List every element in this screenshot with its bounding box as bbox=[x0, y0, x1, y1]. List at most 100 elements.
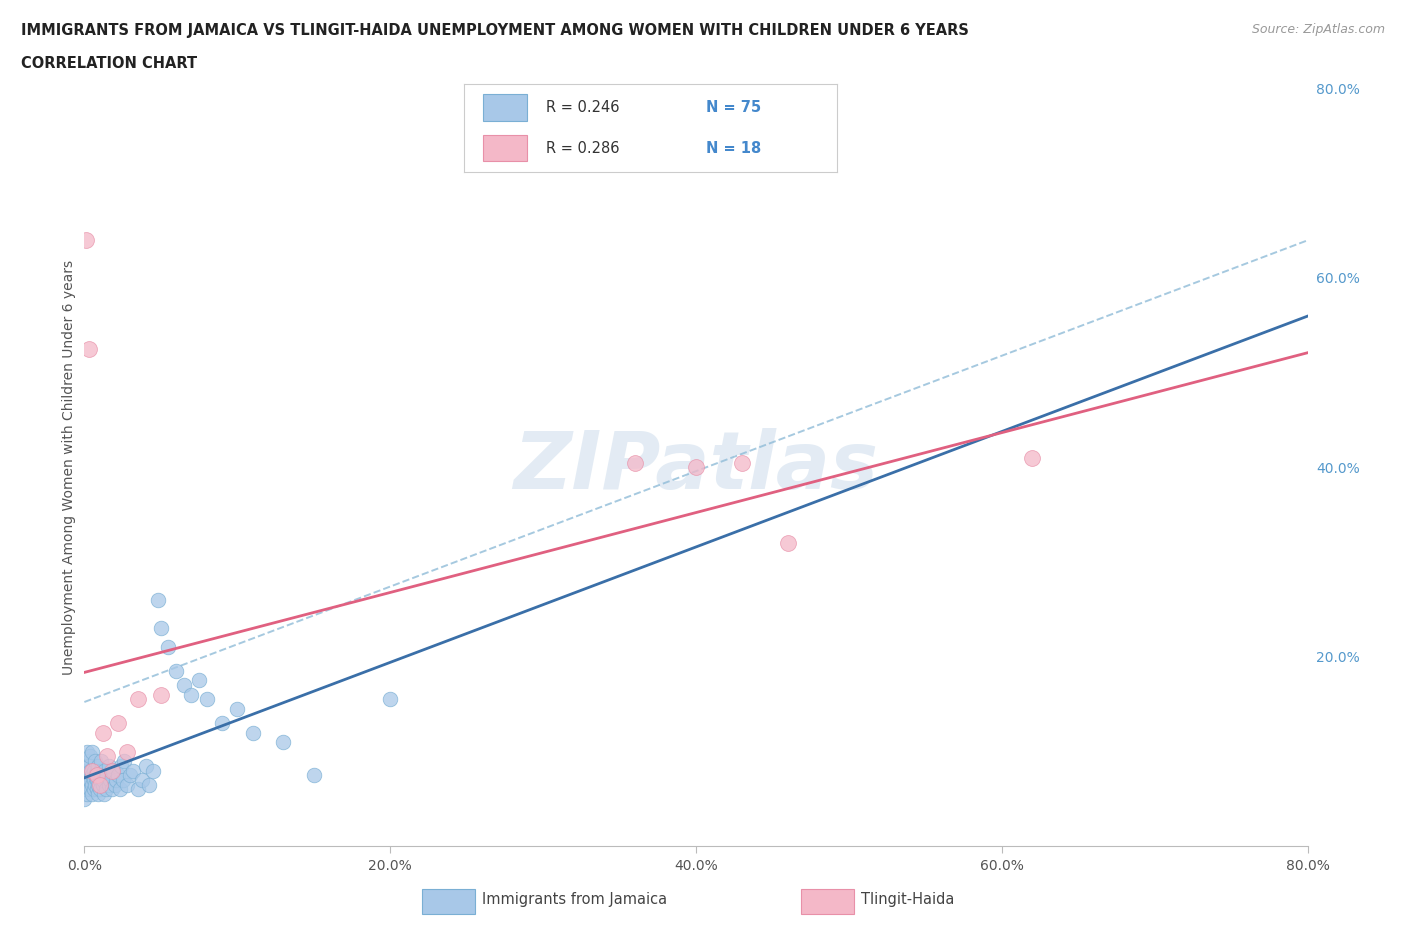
Point bbox=[103, 763, 125, 777]
Point bbox=[87, 758, 110, 773]
Y-axis label: Unemployment Among Women with Children Under 6 years: Unemployment Among Women with Children U… bbox=[62, 259, 76, 675]
Point bbox=[79, 782, 101, 797]
Point bbox=[107, 768, 129, 783]
Point bbox=[91, 773, 114, 788]
Point bbox=[105, 773, 128, 788]
Point bbox=[91, 777, 114, 792]
Point bbox=[79, 773, 101, 788]
Point bbox=[77, 753, 100, 768]
Text: R = 0.286: R = 0.286 bbox=[546, 140, 620, 155]
FancyBboxPatch shape bbox=[482, 135, 527, 162]
Text: N = 18: N = 18 bbox=[706, 140, 762, 155]
Point bbox=[149, 621, 172, 636]
Point bbox=[75, 763, 97, 777]
Text: R = 0.246: R = 0.246 bbox=[546, 100, 620, 115]
Point bbox=[84, 777, 107, 792]
Point bbox=[149, 687, 172, 702]
Point bbox=[108, 782, 131, 797]
Point bbox=[146, 592, 169, 607]
FancyBboxPatch shape bbox=[422, 888, 475, 914]
Point bbox=[90, 768, 112, 783]
Point bbox=[83, 763, 105, 777]
Text: N = 75: N = 75 bbox=[706, 100, 761, 115]
Text: Source: ZipAtlas.com: Source: ZipAtlas.com bbox=[1251, 23, 1385, 36]
Point bbox=[93, 787, 115, 802]
Point bbox=[86, 768, 108, 783]
Point bbox=[89, 763, 111, 777]
Point bbox=[93, 763, 115, 777]
Text: CORRELATION CHART: CORRELATION CHART bbox=[21, 56, 197, 71]
Point bbox=[115, 744, 138, 759]
Point bbox=[112, 753, 135, 768]
Point bbox=[77, 341, 100, 356]
Point bbox=[79, 763, 101, 777]
Point bbox=[157, 640, 180, 655]
Point bbox=[110, 758, 132, 773]
Point bbox=[131, 773, 153, 788]
Point bbox=[97, 777, 120, 792]
Point bbox=[101, 763, 124, 777]
Point bbox=[84, 753, 107, 768]
Point bbox=[76, 787, 98, 802]
Point bbox=[91, 725, 114, 740]
Point bbox=[195, 692, 218, 707]
Point bbox=[89, 782, 111, 797]
Point bbox=[80, 777, 103, 792]
Point bbox=[86, 773, 108, 788]
Point bbox=[77, 777, 100, 792]
Text: IMMIGRANTS FROM JAMAICA VS TLINGIT-HAIDA UNEMPLOYMENT AMONG WOMEN WITH CHILDREN : IMMIGRANTS FROM JAMAICA VS TLINGIT-HAIDA… bbox=[21, 23, 969, 38]
Point bbox=[104, 777, 127, 792]
Point bbox=[96, 749, 118, 764]
Point bbox=[83, 773, 105, 788]
Point bbox=[87, 787, 110, 802]
Point bbox=[731, 455, 754, 470]
Point bbox=[98, 773, 121, 788]
Point bbox=[1021, 450, 1043, 465]
Point bbox=[94, 782, 117, 797]
Point bbox=[80, 763, 103, 777]
Point bbox=[685, 460, 707, 475]
Point bbox=[271, 735, 294, 750]
Point bbox=[76, 744, 98, 759]
Point bbox=[173, 678, 195, 693]
Point bbox=[86, 763, 108, 777]
Point bbox=[79, 749, 101, 764]
Point bbox=[101, 782, 124, 797]
Point bbox=[142, 763, 165, 777]
Point bbox=[226, 701, 249, 716]
Point bbox=[87, 777, 110, 792]
Point bbox=[96, 768, 118, 783]
Text: ZIPatlas: ZIPatlas bbox=[513, 429, 879, 506]
Point bbox=[111, 773, 134, 788]
Point bbox=[165, 664, 187, 679]
Point bbox=[188, 673, 211, 688]
Point bbox=[73, 791, 96, 806]
Point bbox=[624, 455, 647, 470]
FancyBboxPatch shape bbox=[801, 888, 855, 914]
Point bbox=[180, 687, 202, 702]
Point bbox=[127, 782, 149, 797]
Point bbox=[138, 777, 160, 792]
Point bbox=[83, 782, 105, 797]
Point bbox=[75, 232, 97, 247]
Point bbox=[89, 773, 111, 788]
Point bbox=[302, 768, 325, 783]
Point bbox=[120, 768, 142, 783]
Point bbox=[76, 773, 98, 788]
Point bbox=[86, 782, 108, 797]
Point bbox=[135, 758, 157, 773]
Point bbox=[90, 753, 112, 768]
Point bbox=[89, 777, 111, 792]
Point bbox=[776, 536, 799, 551]
Point bbox=[77, 768, 100, 783]
Point bbox=[107, 716, 129, 731]
Point bbox=[380, 692, 402, 707]
Point bbox=[80, 744, 103, 759]
Point bbox=[75, 782, 97, 797]
Point bbox=[97, 758, 120, 773]
Point bbox=[80, 768, 103, 783]
Point bbox=[84, 768, 107, 783]
Point bbox=[242, 725, 264, 740]
Point bbox=[115, 777, 138, 792]
FancyBboxPatch shape bbox=[482, 94, 527, 121]
